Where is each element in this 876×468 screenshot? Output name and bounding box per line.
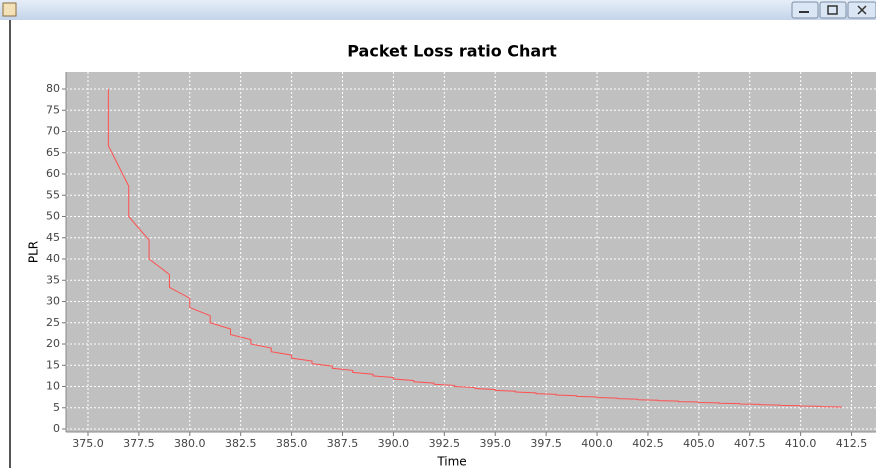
x-tick-label: 395.0 (479, 437, 511, 450)
y-tick-label: 60 (46, 167, 60, 180)
maximize-button[interactable] (819, 1, 847, 19)
y-tick-label: 65 (46, 146, 60, 159)
y-tick-label: 35 (46, 273, 60, 286)
x-tick-label: 405.0 (683, 437, 715, 450)
data-line (107, 89, 842, 408)
y-tick-label: 30 (46, 295, 60, 308)
close-icon (857, 5, 867, 15)
x-tick-label: 377.5 (123, 437, 155, 450)
title-bar (0, 0, 876, 20)
y-tick-label: 0 (53, 422, 60, 435)
y-tick-label: 70 (46, 125, 60, 138)
plot: 0 5 10 15 20 25 30 35 40 45 50 55 60 65 70 75 80 375.0 377… (46, 72, 876, 450)
x-tick-label: 397.5 (530, 437, 562, 450)
window-icon (2, 2, 17, 17)
y-tick-label: 5 (53, 401, 60, 414)
x-tick-label: 382.5 (225, 437, 257, 450)
x-tick-label: 400.0 (581, 437, 613, 450)
x-tick-label: 385.0 (276, 437, 308, 450)
x-tick-label: 412.5 (836, 437, 868, 450)
x-tick-label: 402.5 (632, 437, 664, 450)
y-tick-label: 75 (46, 103, 60, 116)
y-tick-label: 55 (46, 188, 60, 201)
minimize-button[interactable] (791, 1, 819, 19)
y-tick-label: 20 (46, 337, 60, 350)
x-tick-label: 375.0 (72, 437, 104, 450)
y-axis-label: PLR (27, 241, 41, 263)
x-tick-label: 392.5 (429, 437, 461, 450)
x-tick-label: 407.5 (734, 437, 766, 450)
maximize-icon (827, 5, 838, 15)
x-tick-label: 387.5 (327, 437, 359, 450)
plot-background (66, 72, 876, 432)
y-tick-label: 45 (46, 231, 60, 244)
y-tick-label: 15 (46, 358, 60, 371)
y-tick-label: 10 (46, 380, 60, 393)
x-tick-label: 390.0 (378, 437, 410, 450)
y-tick-label: 25 (46, 316, 60, 329)
x-tick-label: 410.0 (785, 437, 817, 450)
y-tick-label: 40 (46, 252, 60, 265)
x-tick-label: 380.0 (174, 437, 206, 450)
y-tick-label: 80 (46, 82, 60, 95)
chart-title: Packet Loss ratio Chart (347, 42, 557, 61)
x-axis-label: Time (436, 455, 466, 468)
y-tick-label: 50 (46, 210, 60, 223)
